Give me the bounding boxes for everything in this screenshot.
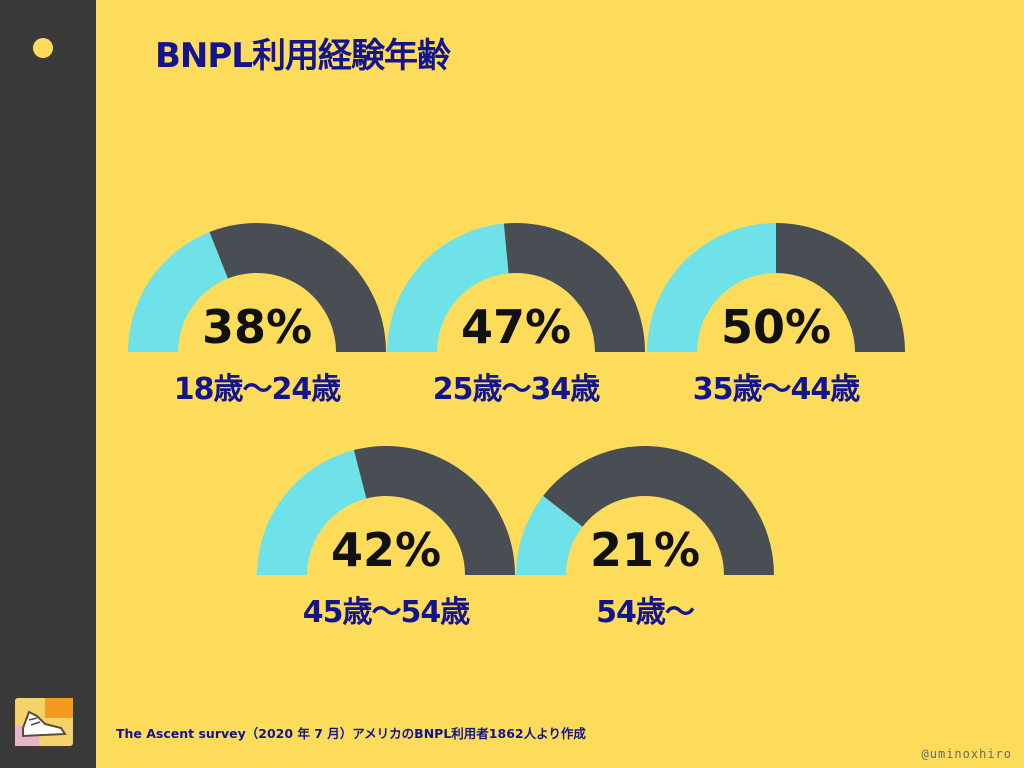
gauge-remaining-arc (209, 223, 386, 352)
gauge-filled-arc (387, 223, 509, 352)
gauge-category-label: 45歳〜54歳 (303, 595, 470, 630)
gauge-remaining-arc (503, 223, 645, 352)
gauge-category-label: 54歳〜 (596, 595, 695, 630)
gauge-value-label: 50% (721, 300, 831, 354)
gauge-category-label: 25歳〜34歳 (433, 372, 600, 407)
gauge-value-label: 42% (331, 523, 441, 577)
sidebar (0, 0, 96, 768)
gauge-category-label: 35歳〜44歳 (693, 372, 860, 407)
gauge-value-label: 21% (590, 523, 700, 577)
page-title: BNPL利用経験年齢 (155, 36, 451, 76)
gauge-remaining-arc (776, 223, 905, 352)
gauge-value-label: 38% (202, 300, 312, 354)
gauge-remaining-arc (543, 446, 774, 575)
gauge-category-label: 18歳〜24歳 (174, 372, 341, 407)
gauge-remaining-arc (353, 446, 515, 575)
sneaker-logo-icon (15, 698, 73, 746)
gauge-filled-arc (647, 223, 776, 352)
source-note: The Ascent survey（2020 年 7 月）アメリカのBNPL利用… (116, 726, 586, 741)
bullet-dot (33, 38, 53, 58)
gauge-filled-arc (516, 495, 583, 575)
gauge-filled-arc (257, 450, 367, 575)
gauge-filled-arc (128, 232, 228, 352)
author-handle: @uminoxhiro (921, 747, 1012, 761)
gauge-value-label: 47% (461, 300, 571, 354)
